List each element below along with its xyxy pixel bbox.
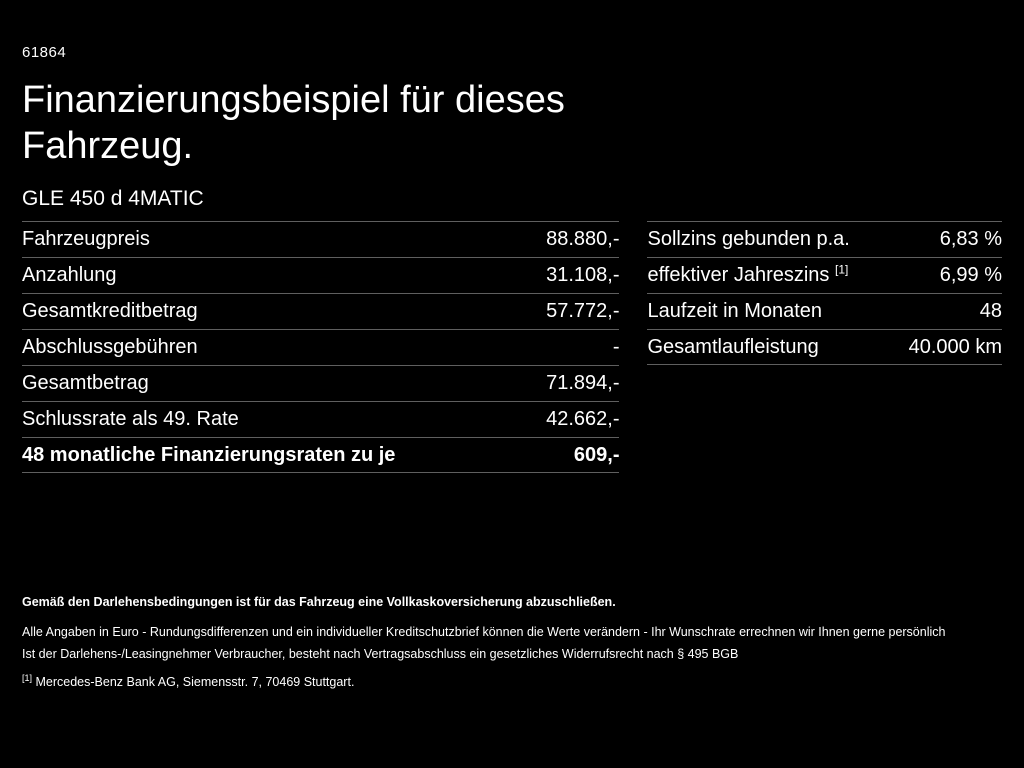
footnote-reference: [1] — [834, 262, 849, 277]
table-row: Fahrzeugpreis 88.880,- — [22, 221, 620, 257]
table-row: Gesamtlaufleistung 40.000 km — [647, 329, 1002, 365]
row-value: 40.000 km — [908, 335, 1002, 358]
row-label: Sollzins gebunden p.a. — [647, 228, 850, 250]
row-label: 48 monatliche Finanzierungsraten zu je — [22, 443, 396, 466]
row-value: - — [612, 336, 620, 358]
footnote-text: Mercedes-Benz Bank AG, Siemensstr. 7, 70… — [35, 675, 355, 689]
table-row: Gesamtbetrag 71.894,- — [22, 365, 620, 401]
row-value: 6,99 % — [939, 264, 1002, 286]
row-value: 42.662,- — [546, 408, 620, 430]
disclaimer-line-1: Alle Angaben in Euro - Rundungsdifferenz… — [22, 625, 946, 639]
row-value: 48 — [979, 300, 1002, 322]
page-title-line1: Finanzierungsbeispiel für dieses — [22, 79, 565, 121]
table-row: Schlussrate als 49. Rate 42.662,- — [22, 401, 620, 437]
row-value: 71.894,- — [546, 372, 620, 394]
page-title-line2: Fahrzeug. — [22, 125, 194, 167]
bank-footnote: [1] Mercedes-Benz Bank AG, Siemensstr. 7… — [22, 672, 1002, 690]
row-value: 57.772,- — [546, 300, 620, 322]
row-label: Gesamtbetrag — [22, 372, 149, 394]
row-value: 88.880,- — [546, 228, 620, 250]
vehicle-model: GLE 450 d 4MATIC — [22, 187, 204, 210]
row-value: 31.108,- — [546, 264, 620, 286]
table-row: Laufzeit in Monaten 48 — [647, 293, 1002, 329]
table-row: Sollzins gebunden p.a. 6,83 % — [647, 221, 1002, 257]
row-label: effektiver Jahreszins [1] — [647, 262, 849, 286]
row-label: Gesamtkreditbetrag — [22, 300, 198, 322]
table-row-monthly-rate: 48 monatliche Finanzierungsraten zu je 6… — [22, 437, 620, 473]
footnote-marker: [1] — [22, 672, 33, 683]
row-label: Abschlussgebühren — [22, 336, 198, 358]
insurance-note: Gemäß den Darlehensbedingungen ist für d… — [22, 595, 616, 609]
row-label: Schlussrate als 49. Rate — [22, 408, 239, 430]
financing-conditions-table: Sollzins gebunden p.a. 6,83 % effektiver… — [647, 221, 1002, 365]
row-label: Laufzeit in Monaten — [647, 300, 823, 322]
disclaimer-line-2: Ist der Darlehens-/Leasingnehmer Verbrau… — [22, 647, 739, 661]
row-label: Gesamtlaufleistung — [647, 335, 819, 358]
table-row: effektiver Jahreszins [1] 6,99 % — [647, 257, 1002, 293]
row-value: 609,- — [573, 443, 620, 466]
financing-cost-table: Fahrzeugpreis 88.880,- Anzahlung 31.108,… — [22, 221, 620, 473]
row-value: 6,83 % — [939, 228, 1002, 250]
legal-disclaimer: Gemäß den Darlehensbedingungen ist für d… — [22, 594, 1002, 690]
table-row: Anzahlung 31.108,- — [22, 257, 620, 293]
row-label: Fahrzeugpreis — [22, 228, 150, 250]
row-label: Anzahlung — [22, 264, 117, 286]
financing-tables: Fahrzeugpreis 88.880,- Anzahlung 31.108,… — [22, 221, 1002, 473]
page-code: 61864 — [22, 44, 67, 61]
page-title: Finanzierungsbeispiel für dieses Fahrzeu… — [22, 77, 1002, 169]
table-row: Gesamtkreditbetrag 57.772,- — [22, 293, 620, 329]
table-row: Abschlussgebühren - — [22, 329, 620, 365]
